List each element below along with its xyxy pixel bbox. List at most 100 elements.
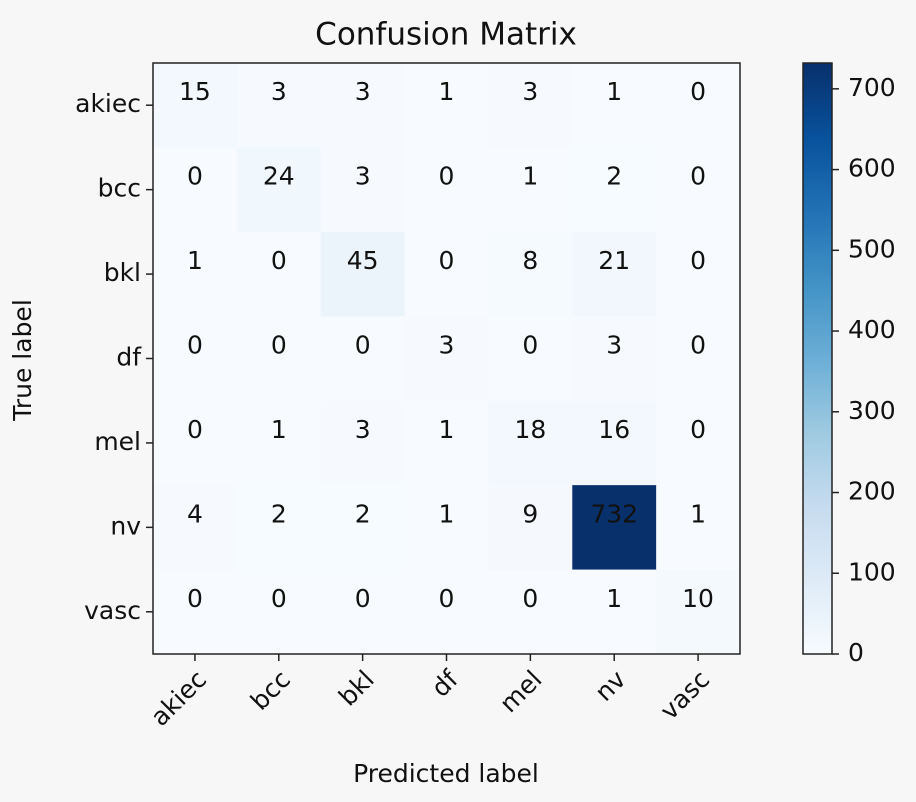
cell-label: 732 [590,499,638,528]
heatmap-cell [572,400,657,486]
y-tick-label: mel [94,427,141,456]
cell-label: 0 [355,331,371,360]
heatmap-cell [404,485,489,571]
cell-label: 2 [271,499,287,528]
heatmap-cell [153,147,238,233]
cell-label: 0 [690,77,706,106]
cell-label: 3 [355,162,371,191]
heatmap-cell [488,569,573,655]
heatmap-cell [572,63,657,148]
y-tick-label: vasc [84,596,141,625]
cell-label: 1 [271,415,287,444]
cell-label: 16 [598,415,630,444]
cell-label: 3 [271,77,287,106]
y-axis-label: True label [8,299,37,422]
heatmap-cell [488,485,573,571]
x-tick-label: bkl [333,665,380,712]
heatmap-cell [404,316,489,402]
heatmap-cell [656,147,741,233]
heatmap-cell [404,147,489,233]
colorbar-tick-label: 400 [848,315,896,344]
cell-label: 1 [522,162,538,191]
cell-label: 1 [690,499,706,528]
heatmap-cell [404,231,489,317]
colorbar-tick-label: 500 [848,234,896,263]
cell-label: 1 [439,77,455,106]
cell-label: 24 [263,162,295,191]
x-tick-label: akiec [145,665,212,732]
colorbar [802,62,833,655]
colorbar-tick-label: 600 [848,154,896,183]
heatmap-cell [236,400,322,486]
cell-label: 0 [690,162,706,191]
cell-label: 0 [271,331,287,360]
cell-label: 0 [271,584,287,613]
cell-label: 3 [439,331,455,360]
heatmap-cell [236,147,322,233]
chart-title: Confusion Matrix [315,17,577,53]
cell-label: 0 [355,584,371,613]
cell-label: 4 [187,499,203,528]
heatmap-cell [404,400,489,486]
heatmap-cell [320,63,406,148]
cell-label: 0 [271,246,287,275]
cell-label: 1 [439,499,455,528]
cell-label: 0 [690,415,706,444]
cell-label: 0 [690,246,706,275]
heatmap-cell [153,63,238,148]
heatmap-cell [236,485,322,571]
cell-label: 9 [522,499,538,528]
heatmap-cell [404,569,489,655]
cell-label: 0 [187,584,203,613]
heatmap-cell [320,569,406,655]
cell-label: 1 [606,584,622,613]
colorbar-tick-label: 0 [848,638,864,667]
cell-label: 0 [522,331,538,360]
heatmap-cell [656,400,741,486]
heatmap-cell [404,63,489,148]
heatmap-cell [153,400,238,486]
cell-label: 2 [606,162,622,191]
cell-label: 3 [355,77,371,106]
cell-label: 0 [439,246,455,275]
cell-label: 1 [187,246,203,275]
cell-label: 0 [522,584,538,613]
cell-label: 0 [690,331,706,360]
cell-label: 0 [187,415,203,444]
cell-label: 3 [355,415,371,444]
cell-label: 8 [522,246,538,275]
colorbar-tick-label: 300 [848,396,896,425]
heatmap-cell [320,147,406,233]
heatmap-cell [236,569,322,655]
heatmap-cell [656,485,741,571]
colorbar-tick-label: 100 [848,557,896,586]
heatmap-cell [572,316,657,402]
cell-label: 1 [439,415,455,444]
heatmap-cell [572,485,657,571]
heatmap-cell [236,63,322,148]
heatmap-cell [153,231,238,317]
x-tick-label: bcc [245,665,296,716]
y-tick-label: df [116,343,142,372]
heatmap-cell [153,569,238,655]
heatmap-cell [488,147,573,233]
heatmap-cell [320,485,406,571]
cell-label: 1 [606,77,622,106]
cell-label: 10 [682,584,714,613]
heatmap-cell [236,231,322,317]
heatmap-cell [656,63,741,148]
cell-label: 18 [514,415,546,444]
heatmap-cell [153,316,238,402]
y-tick-label: bkl [104,258,141,287]
heatmap-cell [488,316,573,402]
cell-label: 15 [179,77,211,106]
colorbar-tick-label: 200 [848,477,896,506]
x-tick-label: nv [589,665,631,707]
heatmap-cell [488,231,573,317]
heatmap-cell [572,569,657,655]
cell-label: 3 [606,331,622,360]
x-tick-label: mel [494,665,548,719]
heatmap-cell [320,316,406,402]
heatmap-cell [572,231,657,317]
